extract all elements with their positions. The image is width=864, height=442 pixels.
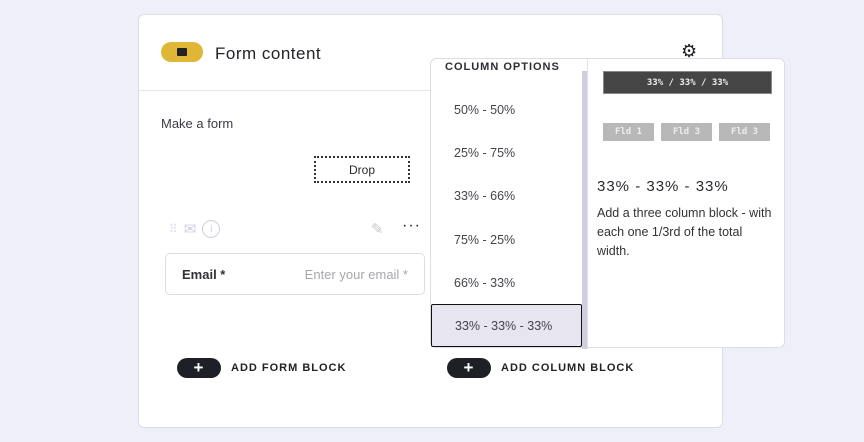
preview-field: Fld 1	[603, 123, 654, 141]
page-title: Form content	[215, 44, 322, 63]
add-form-block-button[interactable]: + ADD FORM BLOCK	[177, 358, 346, 378]
drag-handle-icon[interactable]: ⠿	[169, 222, 178, 236]
plus-icon: +	[447, 358, 491, 378]
add-form-block-label: ADD FORM BLOCK	[231, 362, 347, 374]
preview-description: Add a three column block - with each one…	[597, 206, 772, 258]
preview-field: Fld 3	[719, 123, 770, 141]
email-label: Email *	[182, 266, 226, 282]
email-placeholder: Enter your email *	[304, 266, 408, 282]
preview-title: 33% - 33% - 33%	[597, 178, 729, 195]
field-toolbar: ⠿ ✉ i	[169, 220, 221, 238]
mail-icon: ✉	[183, 221, 197, 238]
option-25-75[interactable]: 25% - 75%	[454, 145, 516, 160]
form-intro: Make a form	[161, 116, 234, 131]
add-column-block-label: ADD COLUMN BLOCK	[501, 362, 635, 374]
scrollbar[interactable]	[582, 71, 587, 349]
drop-zone[interactable]: Drop	[314, 156, 410, 183]
divider	[587, 59, 588, 349]
more-options-icon[interactable]: ···	[402, 217, 421, 234]
form-icon	[177, 48, 187, 56]
option-33-33-33[interactable]: 33% - 33% - 33%	[431, 304, 582, 347]
email-field[interactable]: Email * Enter your email *	[165, 253, 425, 295]
option-66-33[interactable]: 66% - 33%	[454, 275, 516, 290]
edit-icon[interactable]: ✎	[371, 221, 384, 238]
add-column-block-button[interactable]: + ADD COLUMN BLOCK	[447, 358, 634, 378]
form-badge	[161, 42, 203, 62]
preview-fields: Fld 1 Fld 3 Fld 3	[603, 123, 770, 141]
preview-field: Fld 3	[661, 123, 712, 141]
column-options-menu: COLUMN OPTIONS 50% - 50% 25% - 75% 33% -…	[430, 58, 785, 349]
option-75-25[interactable]: 75% - 25%	[454, 232, 516, 247]
menu-heading: COLUMN OPTIONS	[445, 61, 560, 73]
plus-icon: +	[177, 358, 221, 378]
info-icon[interactable]: i	[202, 220, 221, 238]
preview-bar: 33% / 33% / 33%	[603, 71, 772, 94]
gear-icon[interactable]: ⚙	[681, 41, 698, 61]
option-50-50[interactable]: 50% - 50%	[454, 102, 516, 117]
option-33-66[interactable]: 33% - 66%	[454, 188, 516, 203]
